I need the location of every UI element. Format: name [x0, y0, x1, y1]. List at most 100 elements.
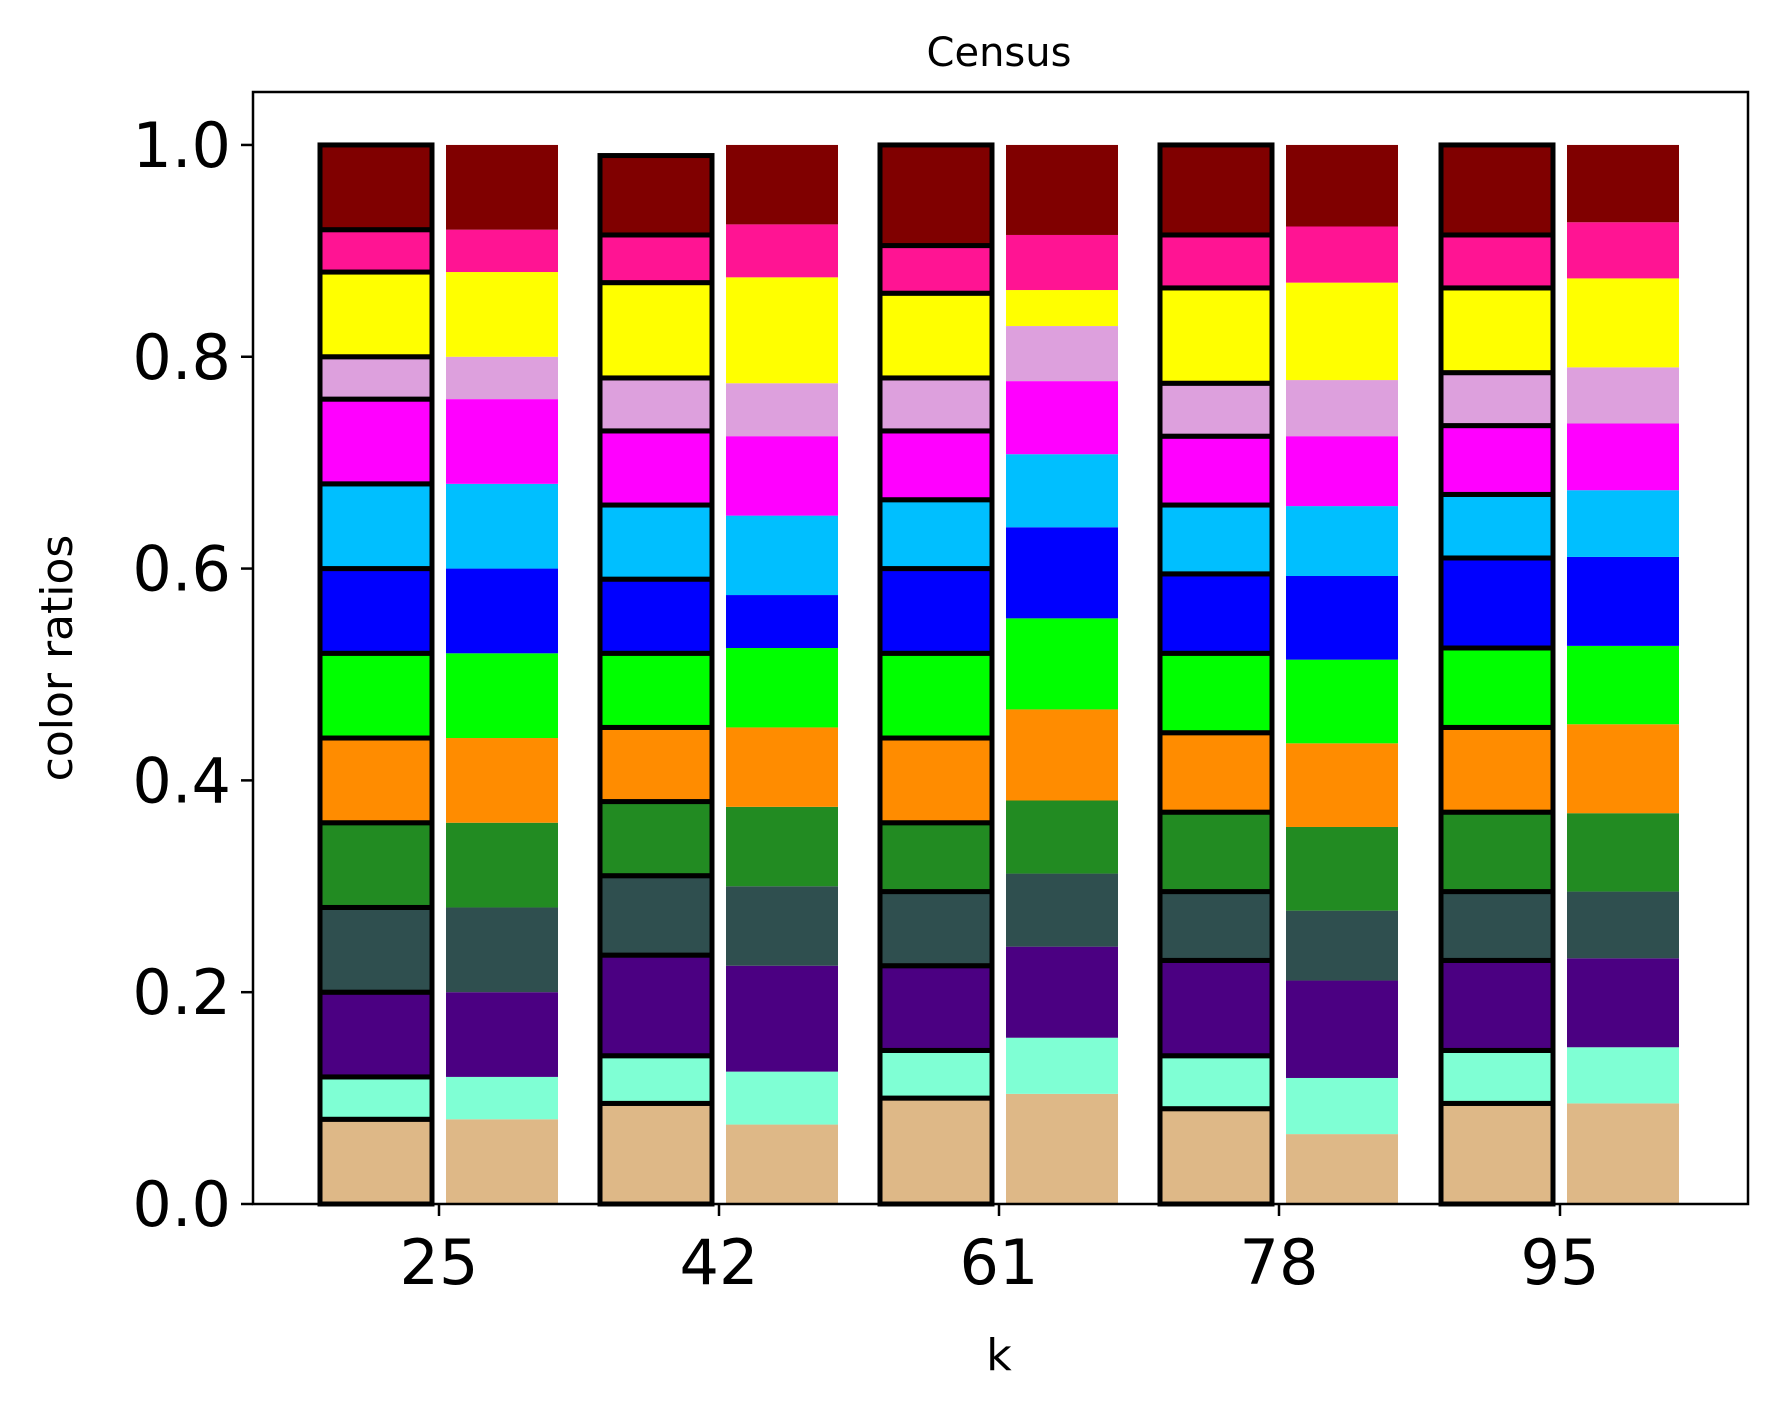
bar-segment-k95-plain-3 [1567, 891, 1679, 959]
bar-segment-k78-outlined-5 [1157, 730, 1275, 815]
y-tick-label-2: 0.4 [132, 744, 231, 817]
bar-segment-k95-plain-6 [1567, 645, 1679, 725]
bar-segment-k95-outlined-5 [1438, 724, 1556, 815]
bar-segment-k25-outlined-6 [317, 650, 435, 741]
bar-segment-k42-plain-0 [726, 1124, 838, 1204]
bar-segment-k78-plain-10 [1286, 380, 1398, 437]
bar-segment-k42-outlined-11 [597, 280, 715, 381]
bar-segment-k61-plain-2 [1006, 946, 1118, 1038]
bar-segment-k95-plain-4 [1567, 813, 1679, 892]
bar-segment-k42-outlined-8 [597, 502, 715, 582]
bar-segment-k95-outlined-4 [1438, 809, 1556, 895]
bar-segment-k78-outlined-9 [1157, 433, 1275, 508]
bar-segment-k42-outlined-10 [597, 375, 715, 434]
x-tick-label-25: 25 [400, 1226, 479, 1299]
bar-segment-k61-plain-0 [1006, 1093, 1118, 1204]
bar-segment-k78-plain-6 [1286, 659, 1398, 744]
x-tick-label-95: 95 [1521, 1226, 1600, 1299]
bar-segment-k25-outlined-4 [317, 820, 435, 910]
bar-segment-k78-plain-0 [1286, 1134, 1398, 1204]
bar-segment-k42-outlined-2 [597, 952, 715, 1059]
bar-segment-k61-outlined-10 [877, 375, 995, 434]
bar-segment-k78-outlined-4 [1157, 809, 1275, 895]
bar-segment-k95-plain-11 [1567, 278, 1679, 368]
bar-segment-k42-plain-12 [726, 224, 838, 278]
bar-segment-k95-outlined-1 [1438, 1047, 1556, 1106]
bar-segment-k25-outlined-7 [317, 566, 435, 656]
bar-segment-k95-plain-5 [1567, 724, 1679, 814]
bar-segment-k78-plain-4 [1286, 826, 1398, 911]
bar-segment-k42-plain-8 [726, 515, 838, 596]
bar-segment-k61-outlined-2 [877, 963, 995, 1053]
bar-segment-k61-outlined-7 [877, 566, 995, 656]
bar-segment-k78-plain-12 [1286, 226, 1398, 283]
bar-segment-k61-outlined-0 [877, 1095, 995, 1207]
bar-segment-k61-outlined-5 [877, 735, 995, 826]
bar-segment-k42-plain-13 [726, 144, 838, 225]
bar-segment-k78-outlined-6 [1157, 650, 1275, 736]
bar-segment-k25-plain-12 [446, 229, 558, 273]
bar-segment-k42-outlined-5 [597, 724, 715, 805]
bar-segment-k95-outlined-13 [1438, 142, 1556, 238]
bar-segment-k61-plain-8 [1006, 454, 1118, 528]
bar-segment-k42-outlined-6 [597, 650, 715, 730]
bar-segment-k25-outlined-2 [317, 989, 435, 1080]
bar-segment-k78-outlined-12 [1157, 232, 1275, 291]
bar-segment-k95-plain-8 [1567, 490, 1679, 557]
bar-segment-k25-plain-13 [446, 144, 558, 230]
bar-segment-k78-plain-2 [1286, 980, 1398, 1078]
bar-segment-k25-outlined-10 [317, 354, 435, 402]
bar-segment-k95-outlined-12 [1438, 232, 1556, 291]
bar-segment-k25-plain-1 [446, 1076, 558, 1120]
bar-segment-k78-plain-5 [1286, 743, 1398, 827]
bar-segment-k78-outlined-1 [1157, 1053, 1275, 1112]
bar-segment-k95-plain-1 [1567, 1047, 1679, 1104]
y-tick-label-0: 0.0 [132, 1168, 231, 1241]
bar-segment-k25-outlined-3 [317, 904, 435, 995]
bar-segment-k42-outlined-12 [597, 232, 715, 286]
bar-segment-k25-plain-7 [446, 568, 558, 654]
bar-segment-k25-plain-6 [446, 653, 558, 739]
x-tick-label-61: 61 [960, 1226, 1039, 1299]
bar-segment-k61-outlined-9 [877, 428, 995, 503]
bar-segment-k25-plain-2 [446, 992, 558, 1077]
x-tick-label-42: 42 [680, 1226, 759, 1299]
bar-segment-k42-plain-6 [726, 648, 838, 728]
bar-segment-k95-outlined-10 [1438, 370, 1556, 429]
bar-segment-k61-plain-13 [1006, 144, 1118, 235]
bar-segment-k95-plain-12 [1567, 222, 1679, 279]
bar-segment-k25-plain-4 [446, 822, 558, 908]
bar-segment-k61-outlined-8 [877, 497, 995, 572]
bar-segment-k95-outlined-3 [1438, 889, 1556, 963]
bar-segment-k61-plain-1 [1006, 1037, 1118, 1094]
bar-segment-k42-plain-1 [726, 1071, 838, 1125]
bar-segment-k25-plain-10 [446, 356, 558, 400]
bar-segment-k61-outlined-4 [877, 820, 995, 895]
bar-segment-k25-plain-3 [446, 907, 558, 993]
bar-segment-k25-outlined-11 [317, 269, 435, 360]
bar-segment-k42-outlined-13 [597, 153, 715, 238]
bar-segment-k61-plain-6 [1006, 618, 1118, 710]
bar-segment-k61-outlined-6 [877, 650, 995, 741]
bar-segment-k42-outlined-4 [597, 799, 715, 879]
bar-segment-k78-outlined-13 [1157, 142, 1275, 238]
bars-layer [317, 142, 1679, 1207]
bar-segment-k25-outlined-13 [317, 142, 435, 233]
bar-segment-k61-outlined-3 [877, 889, 995, 969]
bar-segment-k61-plain-12 [1006, 234, 1118, 291]
chart-title: Census [927, 30, 1072, 76]
bar-segment-k25-outlined-8 [317, 481, 435, 572]
bar-segment-k61-plain-11 [1006, 290, 1118, 327]
bar-segment-k25-outlined-5 [317, 735, 435, 826]
bar-segment-k61-plain-10 [1006, 326, 1118, 382]
bar-segment-k42-plain-3 [726, 886, 838, 966]
bar-segment-k42-outlined-9 [597, 428, 715, 508]
bar-segment-k78-outlined-10 [1157, 380, 1275, 439]
bar-segment-k42-plain-10 [726, 383, 838, 437]
plot-frame [251, 90, 1750, 1206]
bar-segment-k61-outlined-1 [877, 1047, 995, 1101]
bar-segment-k95-plain-0 [1567, 1103, 1679, 1204]
bar-segment-k95-outlined-6 [1438, 645, 1556, 730]
bar-segment-k95-plain-13 [1567, 144, 1679, 223]
